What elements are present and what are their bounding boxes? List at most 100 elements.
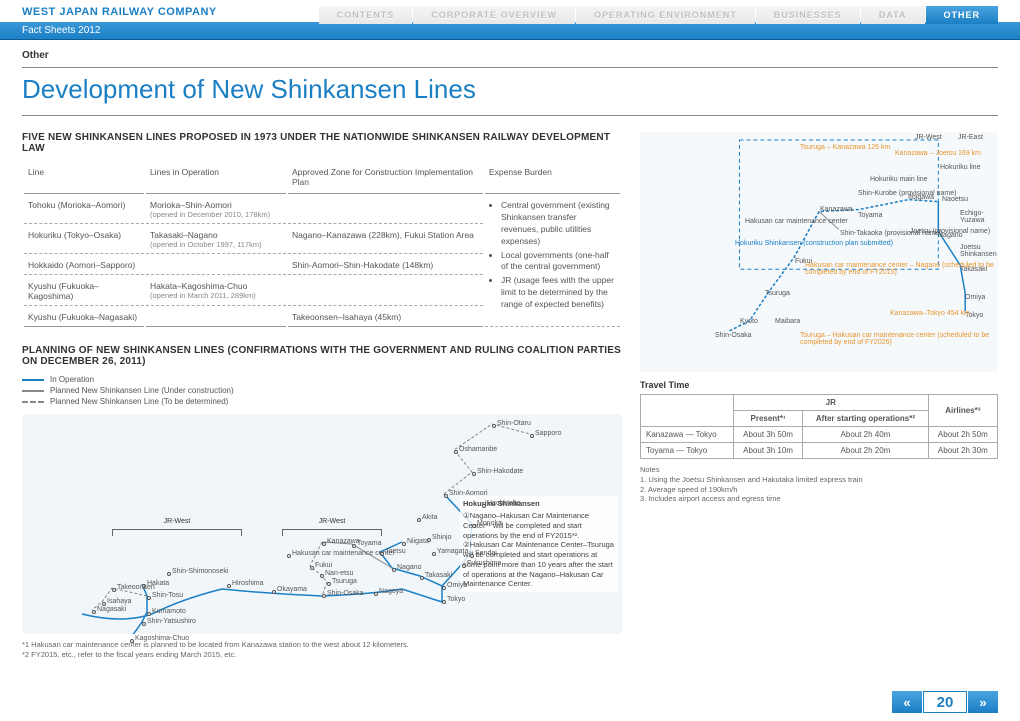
map-dot bbox=[227, 584, 231, 588]
map-label: Akita bbox=[422, 514, 438, 521]
map-dot bbox=[454, 450, 458, 454]
map-dot bbox=[322, 542, 326, 546]
th-expense: Expense Burden bbox=[485, 164, 620, 194]
map-label: Toyama bbox=[357, 540, 382, 547]
detail-label: Tsuruga – Kanazawa 125 km bbox=[800, 144, 890, 151]
map-label: Yamagata bbox=[437, 548, 468, 555]
th-line: Line bbox=[24, 164, 144, 194]
section2-header: PLANNING OF NEW SHINKANSEN LINES (CONFIR… bbox=[22, 345, 622, 367]
map-label: Kagoshima-Chuo bbox=[135, 635, 189, 642]
tab-other[interactable]: OTHER bbox=[926, 6, 999, 24]
prev-button[interactable]: « bbox=[892, 691, 922, 713]
japan-map: JR-West JR-West Hokuriku Shinkansen ①Nag… bbox=[22, 414, 622, 634]
map-label: Sapporo bbox=[535, 430, 561, 437]
next-button[interactable]: » bbox=[968, 691, 998, 713]
legend: In Operation Planned New Shinkansen Line… bbox=[22, 375, 622, 406]
map-label: Shin-Tosu bbox=[152, 592, 183, 599]
map-dot bbox=[492, 424, 496, 428]
map-dot bbox=[327, 582, 331, 586]
map-dot bbox=[417, 518, 421, 522]
detail-label: Hokuriku Shinkansen (construction plan s… bbox=[735, 240, 893, 247]
map-dot bbox=[432, 552, 436, 556]
detail-label: Kyoto bbox=[740, 318, 758, 325]
th-op: Lines in Operation bbox=[146, 164, 286, 194]
map-label: Nagasaki bbox=[97, 606, 126, 613]
detail-label: JR-West bbox=[915, 134, 942, 141]
map-label: Omiya bbox=[447, 582, 467, 589]
tab-contents[interactable]: CONTENTS bbox=[319, 6, 413, 24]
tab-environment[interactable]: OPERATING ENVIRONMENT bbox=[576, 6, 755, 24]
map-label: Hakusan car maintenance center bbox=[292, 550, 395, 557]
detail-label: Kanazawa bbox=[820, 206, 853, 213]
notes: Notes 1. Using the Joetsu Shinkansen and… bbox=[640, 465, 998, 504]
tab-businesses[interactable]: BUSINESSES bbox=[756, 6, 860, 24]
map-label: Okayama bbox=[277, 586, 307, 593]
factsheets-bar: Fact Sheets 2012 bbox=[0, 22, 1020, 40]
hokuriku-note: Hokuriku Shinkansen ①Nagano–Hakusan Car … bbox=[460, 496, 618, 592]
map-dot bbox=[147, 596, 151, 600]
map-label: Shin-Hakodate bbox=[477, 468, 523, 475]
page-title: Development of New Shinkansen Lines bbox=[22, 68, 998, 115]
table-row: Toyama — TokyoAbout 3h 10mAbout 2h 20mAb… bbox=[641, 443, 998, 459]
detail-label: Kanazawa – Joetsu 169 km bbox=[895, 150, 981, 157]
map-dot bbox=[322, 594, 326, 598]
map-dot bbox=[92, 610, 96, 614]
map-dot bbox=[320, 574, 324, 578]
th-zone: Approved Zone for Construction Implement… bbox=[288, 164, 483, 194]
map-label: Nagano bbox=[397, 564, 422, 571]
map-label: Shin-Osaka bbox=[327, 590, 364, 597]
map-dot bbox=[374, 592, 378, 596]
detail-label: JR-East bbox=[958, 134, 983, 141]
map-dot bbox=[310, 566, 314, 570]
table-row: Kanazawa — TokyoAbout 3h 50mAbout 2h 40m… bbox=[641, 427, 998, 443]
map-label: Shin-Aomori bbox=[449, 490, 488, 497]
map-label: Hiroshima bbox=[232, 580, 264, 587]
detail-label: Echigo-Yuzawa bbox=[960, 210, 998, 224]
map-dot bbox=[472, 524, 476, 528]
map-label: Hachinohe bbox=[487, 500, 520, 507]
map-dot bbox=[442, 586, 446, 590]
map-dot bbox=[470, 554, 474, 558]
map-dot bbox=[352, 544, 356, 548]
travel-table: JR Airlines*³ Present*¹ After starting o… bbox=[640, 394, 998, 459]
map-dot bbox=[272, 590, 276, 594]
detail-label: Hakusan car maintenance center bbox=[745, 218, 848, 225]
map-label: Fukui bbox=[315, 562, 332, 569]
map-label: Takasaki bbox=[425, 572, 452, 579]
map-dot bbox=[392, 568, 396, 572]
company-name: WEST JAPAN RAILWAY COMPANY bbox=[22, 6, 217, 18]
map-dot bbox=[420, 576, 424, 580]
map-dot bbox=[482, 504, 486, 508]
detail-label: Nagano bbox=[938, 232, 963, 239]
section1-header: FIVE NEW SHINKANSEN LINES PROPOSED IN 19… bbox=[22, 132, 622, 154]
map-label: Sendai bbox=[475, 550, 497, 557]
map-dot bbox=[287, 554, 291, 558]
detail-label: Itoigawa bbox=[908, 194, 934, 201]
map-label: Shin-Shimonoseki bbox=[172, 568, 228, 575]
footnotes: *1 Hakusan car maintenance center is pla… bbox=[22, 640, 622, 660]
map-dot bbox=[402, 542, 406, 546]
map-label: Kumamoto bbox=[152, 608, 186, 615]
page-number: 20 bbox=[923, 691, 967, 713]
tab-overview[interactable]: CORPORATE OVERVIEW bbox=[413, 6, 575, 24]
detail-label: Toyama bbox=[858, 212, 883, 219]
map-label: Nan-etsu bbox=[325, 570, 353, 577]
pager: « 20 » bbox=[892, 691, 998, 713]
map-label: Shinjo bbox=[432, 534, 451, 541]
map-dot bbox=[444, 494, 448, 498]
map-label: Nagoya bbox=[379, 588, 403, 595]
map-label: Niigata bbox=[407, 538, 429, 545]
table-row: Tohoku (Morioka–Aomori)Morioka–Shin-Aomo… bbox=[24, 196, 620, 224]
map-label: Oshamanbe bbox=[459, 446, 497, 453]
map-label: Shin-Yatsushiro bbox=[147, 618, 196, 625]
detail-label: Omiya bbox=[965, 294, 985, 301]
tab-data[interactable]: DATA bbox=[861, 6, 925, 24]
detail-label: Hakusan car maintenance center – Nagano … bbox=[805, 262, 998, 276]
detail-label: Tsuruga bbox=[765, 290, 790, 297]
map-dot bbox=[462, 564, 466, 568]
detail-label: Kanazawa–Tokyo 454 km bbox=[890, 310, 970, 317]
map-dot bbox=[147, 612, 151, 616]
detail-label: Maibara bbox=[775, 318, 800, 325]
map-label: Takeoonsen bbox=[117, 584, 155, 591]
detail-label: Joetsu Shinkansen bbox=[960, 244, 998, 258]
